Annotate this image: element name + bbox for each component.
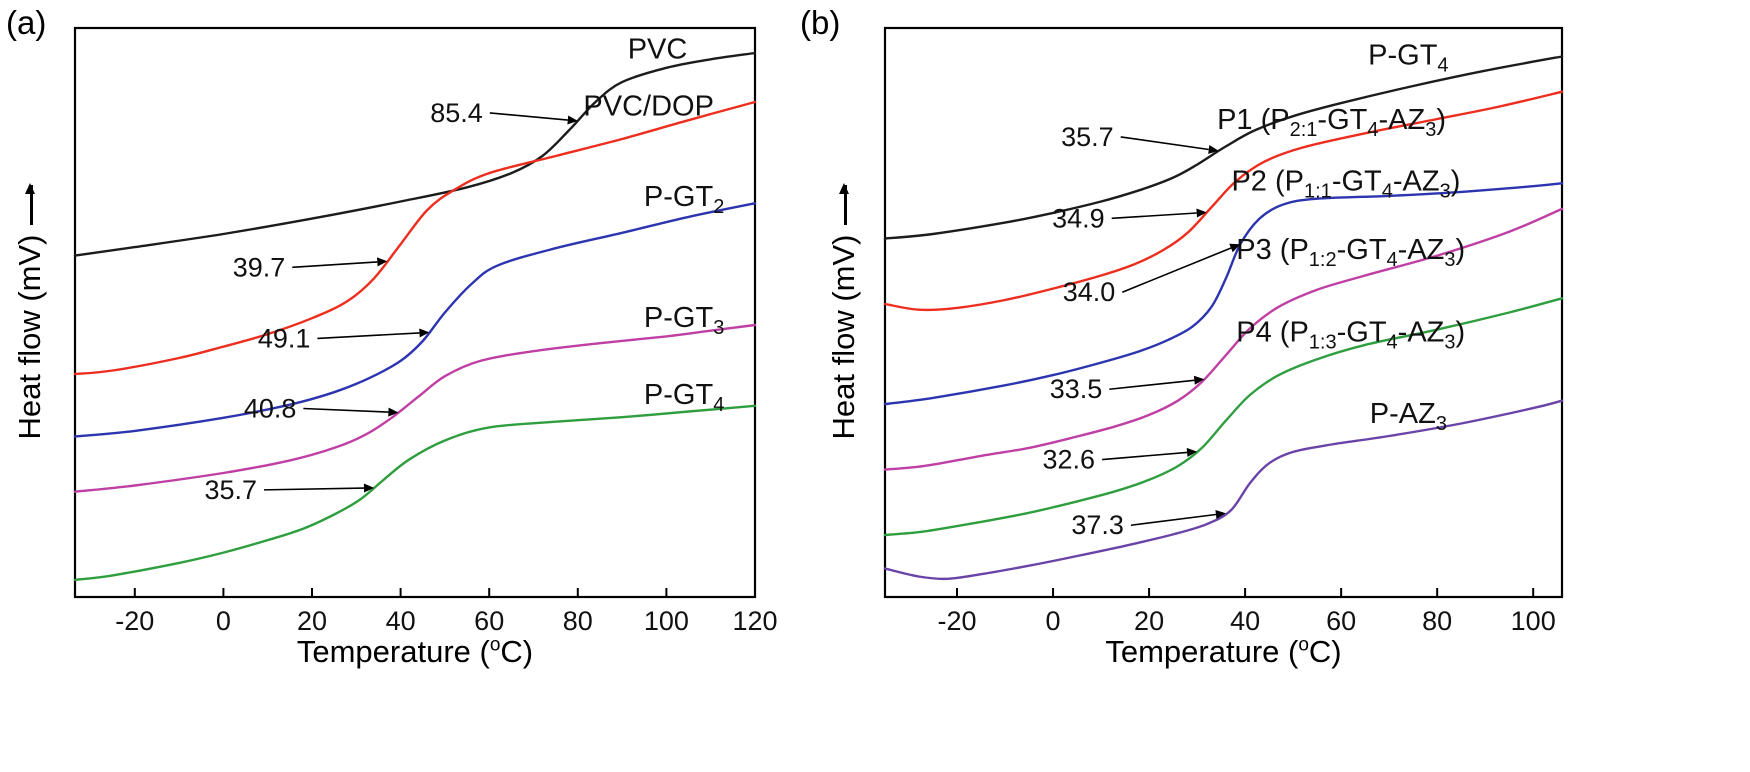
curve-label-P4: P4 (P1:3-GT4-AZ3) xyxy=(1236,316,1465,353)
x-axis-label-b-text: Temperature ( xyxy=(1105,634,1299,669)
x-tick-label-b: 100 xyxy=(1511,606,1556,636)
tg-annotation-arrowhead-P-GT4 xyxy=(363,483,374,493)
panel-b-tag: (b) xyxy=(800,4,841,41)
tg-annotation-arrow-P3 xyxy=(1109,379,1195,391)
x-tick-label-b: 20 xyxy=(1134,606,1164,636)
curve-P2 xyxy=(883,182,1564,406)
x-axis-label-a: Temperature (oC) xyxy=(75,634,755,670)
tg-annotation-value-P-GT4: 35.7 xyxy=(204,475,257,505)
x-axis-label-a-text: Temperature ( xyxy=(296,634,490,669)
curve-P-GT4 xyxy=(883,55,1564,240)
x-tick-label-a: 60 xyxy=(474,606,504,636)
tg-annotation-arrow-P-GT3 xyxy=(303,407,389,413)
tg-annotation-arrow-P-AZ3 xyxy=(1130,513,1217,527)
x-tick-label-b: 80 xyxy=(1422,606,1452,636)
tg-annotation-value-PVC: 85.4 xyxy=(430,98,483,128)
y-axis-label-b-text: Heat flow (mV) xyxy=(826,234,861,440)
tg-annotation-value-P-GT3: 40.8 xyxy=(244,394,297,424)
y-axis-label-a: Heat flow (mV) xyxy=(12,152,52,472)
tg-annotation-arrowhead-P1 xyxy=(1196,208,1207,218)
x-tick-label-a: 100 xyxy=(644,606,689,636)
curve-P4 xyxy=(883,297,1564,537)
x-tick-label-a: -20 xyxy=(115,606,154,636)
x-tick-label-a: 40 xyxy=(386,606,416,636)
tg-annotation-arrow-P-GT4 xyxy=(264,487,365,491)
curve-P-GT3 xyxy=(73,323,757,493)
tg-annotation-value-P-GT2: 49.1 xyxy=(258,323,311,353)
x-tick-label-b: 0 xyxy=(1046,606,1061,636)
curve-label-P1: P1 (P2:1-GT4-AZ3) xyxy=(1217,104,1446,141)
y-axis-label-b: Heat flow (mV) xyxy=(826,152,866,472)
x-axis-label-a-unit: C) xyxy=(500,634,534,669)
x-tick-label-b: 60 xyxy=(1326,606,1356,636)
curve-P-GT2 xyxy=(73,202,757,438)
x-tick-label-b: -20 xyxy=(938,606,977,636)
y-axis-label-a-text: Heat flow (mV) xyxy=(12,234,47,440)
tg-annotation-arrowhead-P2 xyxy=(1229,243,1241,253)
curve-label-P2: P2 (P1:1-GT4-AZ3) xyxy=(1231,166,1460,203)
tg-annotation-arrow-P2 xyxy=(1122,247,1232,293)
tg-annotation-value-P-GT4: 35.7 xyxy=(1061,122,1114,152)
tg-annotation-arrow-PVC xyxy=(489,112,568,121)
up-arrow-icon xyxy=(30,184,34,225)
x-tick-label-a: 120 xyxy=(732,606,777,636)
plot-box-b xyxy=(883,26,1564,599)
x-tick-label-a: 20 xyxy=(297,606,327,636)
tg-annotation-value-P4: 32.6 xyxy=(1043,445,1096,475)
tg-annotation-arrowhead-P-GT4 xyxy=(1208,145,1219,154)
tg-annotation-arrowhead-P4 xyxy=(1186,447,1198,457)
curve-label-PVC: PVC xyxy=(628,34,688,66)
up-arrow-icon xyxy=(844,184,848,225)
curve-P-GT4 xyxy=(73,404,757,582)
x-tick-label-a: 0 xyxy=(216,606,231,636)
x-axis-label-b-degree-sup: o xyxy=(1298,634,1309,656)
curve-P1 xyxy=(883,90,1564,312)
tg-annotation-value-P2: 34.0 xyxy=(1063,277,1116,307)
tg-annotation-arrow-P-GT4 xyxy=(1120,136,1209,151)
x-tick-label-a: 80 xyxy=(563,606,593,636)
tg-annotation-arrowhead-P-AZ3 xyxy=(1215,510,1226,519)
curve-label-P-GT3: P-GT3 xyxy=(644,302,724,339)
curve-P3 xyxy=(883,207,1564,471)
curve-label-PVC/DOP: PVC/DOP xyxy=(583,91,714,123)
tg-annotation-arrowhead-PVC xyxy=(567,115,578,125)
curve-label-P-GT4: P-GT4 xyxy=(644,379,724,416)
tg-annotation-arrowhead-P-GT3 xyxy=(388,407,399,417)
curve-label-P-GT4: P-GT4 xyxy=(1368,39,1448,76)
tg-annotation-arrow-P4 xyxy=(1102,451,1188,461)
x-axis-label-b: Temperature (oC) xyxy=(885,634,1562,670)
plot-box-a xyxy=(73,26,757,599)
tg-annotation-value-P1: 34.9 xyxy=(1052,203,1105,233)
tg-annotation-arrowhead-P-GT2 xyxy=(419,328,430,338)
x-axis-label-a-degree-sup: o xyxy=(489,634,501,656)
tg-annotation-arrow-P1 xyxy=(1111,212,1197,220)
curve-P-AZ3 xyxy=(883,399,1564,581)
curve-label-P-GT2: P-GT2 xyxy=(644,181,724,218)
curve-PVC/DOP xyxy=(73,100,757,376)
tg-annotation-arrow-PVC/DOP xyxy=(292,261,378,269)
curve-PVC xyxy=(73,51,757,257)
tg-annotation-value-P-AZ3: 37.3 xyxy=(1071,510,1124,540)
curve-label-P3: P3 (P1:2-GT4-AZ3) xyxy=(1236,234,1465,271)
tg-annotation-value-PVC/DOP: 39.7 xyxy=(233,252,286,282)
tg-annotation-value-P3: 33.5 xyxy=(1050,374,1103,404)
curve-label-P-AZ3: P-AZ3 xyxy=(1370,398,1447,435)
x-axis-label-b-unit: C) xyxy=(1308,634,1342,669)
panel-a-tag: (a) xyxy=(6,4,47,41)
tg-annotation-arrowhead-PVC/DOP xyxy=(377,257,388,267)
x-tick-label-b: 40 xyxy=(1230,606,1260,636)
tg-annotation-arrow-P-GT2 xyxy=(317,332,420,340)
tg-annotation-arrowhead-P3 xyxy=(1193,375,1205,385)
